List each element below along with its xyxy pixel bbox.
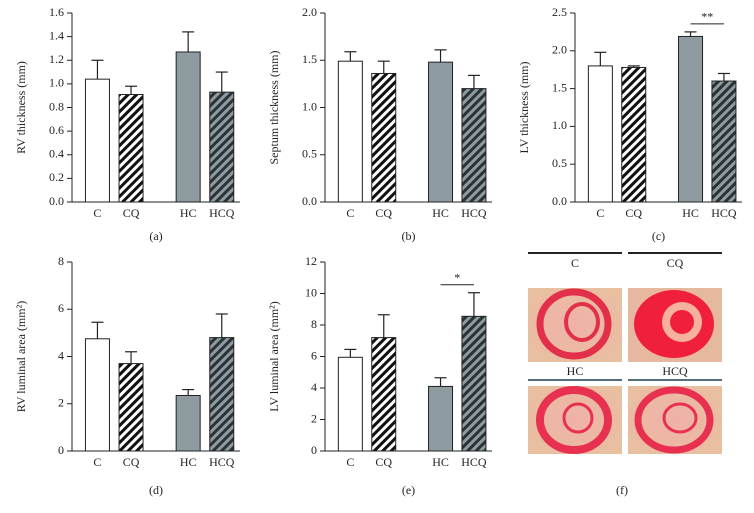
bar [711, 80, 737, 203]
x-tick-label: C [93, 455, 101, 469]
x-tick-label: CQ [123, 206, 140, 220]
x-tick-label: HC [180, 455, 197, 469]
y-tick-label: 1.2 [49, 52, 64, 66]
y-tick-label: 8 [58, 254, 64, 268]
y-axis-label: RV luminal area (mm²) [14, 301, 28, 412]
y-tick-label: 0.0 [49, 194, 64, 208]
y-axis-label: LV thickness (mm) [517, 61, 531, 153]
y-tick-label: 0 [311, 443, 317, 457]
image-panel: C CQ HC HCQ (f) [528, 252, 722, 497]
image-label: HCQ [662, 364, 688, 378]
y-tick-label: 0.6 [49, 123, 64, 137]
y-tick-label: 2.0 [552, 43, 567, 57]
bar [428, 385, 454, 452]
y-tick-label: 1.5 [302, 52, 317, 66]
panel-caption: (f) [616, 483, 628, 497]
y-tick-label: 1.5 [552, 80, 567, 94]
panel-caption: (d) [149, 483, 163, 497]
bar [587, 65, 613, 203]
x-tick-label: CQ [625, 206, 642, 220]
significance-label: ** [701, 10, 713, 24]
x-tick-label: HC [682, 206, 699, 220]
x-tick-label: CQ [375, 206, 392, 220]
bar [209, 91, 235, 203]
y-tick-label: 6 [311, 348, 317, 362]
y-tick-label: 12 [305, 254, 317, 268]
x-tick-label: HCQ [461, 206, 487, 220]
image-label: CQ [667, 256, 684, 270]
y-tick-label: 4 [311, 380, 317, 394]
bar [209, 337, 235, 452]
y-tick-label: 0.5 [552, 156, 567, 170]
significance-label: * [454, 270, 460, 284]
bar [371, 72, 397, 203]
image-label: C [571, 256, 579, 270]
y-tick-label: 1.6 [49, 5, 64, 19]
bar [461, 88, 487, 203]
x-tick-label: HC [180, 206, 197, 220]
x-tick-label: HC [432, 455, 449, 469]
y-tick-label: 0.8 [49, 99, 64, 113]
x-tick-label: C [93, 206, 101, 220]
panel-caption: (a) [149, 229, 162, 243]
y-tick-label: 10 [305, 285, 317, 299]
x-tick-label: HCQ [711, 206, 737, 220]
y-tick-label: 0.5 [302, 147, 317, 161]
bar [337, 356, 363, 452]
y-tick-label: 2 [58, 396, 64, 410]
x-tick-label: HCQ [209, 206, 235, 220]
y-tick-label: 2.0 [302, 5, 317, 19]
bar [175, 394, 201, 452]
tissue-image [528, 288, 622, 362]
y-tick-label: 8 [311, 317, 317, 331]
y-tick-label: 1.0 [552, 118, 567, 132]
bar [621, 66, 647, 203]
x-tick-label: C [346, 206, 354, 220]
y-tick-label: 4 [58, 348, 64, 362]
tissue-image [528, 386, 622, 454]
y-axis-label: RV thickness (mm) [14, 61, 28, 154]
y-tick-label: 2.5 [552, 5, 567, 19]
panel-caption: (e) [402, 483, 415, 497]
image-label: HC [567, 364, 584, 378]
y-tick-label: 0.2 [49, 170, 64, 184]
tissue-image [628, 288, 722, 362]
x-tick-label: HCQ [209, 455, 235, 469]
x-tick-label: CQ [123, 455, 140, 469]
bar [428, 61, 454, 203]
bar [84, 338, 110, 452]
bar [461, 315, 487, 452]
x-tick-label: HC [432, 206, 449, 220]
bar [371, 337, 397, 452]
y-tick-label: 0.4 [49, 147, 64, 161]
y-tick-label: 1.4 [49, 28, 64, 42]
y-axis-label: LV luminal area (mm²) [267, 301, 281, 412]
bar [678, 35, 704, 203]
y-tick-label: 1.0 [49, 76, 64, 90]
y-tick-label: 2 [311, 411, 317, 425]
y-tick-label: 6 [58, 301, 64, 315]
bar [118, 94, 144, 203]
y-tick-label: 0.0 [302, 194, 317, 208]
y-tick-label: 0 [58, 443, 64, 457]
y-tick-label: 0.0 [552, 194, 567, 208]
panel-caption: (b) [402, 229, 416, 243]
bar [337, 60, 363, 203]
bar [175, 51, 201, 203]
y-tick-label: 1.0 [302, 99, 317, 113]
y-axis-label: Septum thickness (mm) [267, 51, 281, 165]
x-tick-label: C [596, 206, 604, 220]
panel-caption: (c) [652, 229, 665, 243]
bar [118, 363, 144, 452]
x-tick-label: HCQ [461, 455, 487, 469]
x-tick-label: C [346, 455, 354, 469]
x-tick-label: CQ [375, 455, 392, 469]
tissue-image [628, 386, 722, 454]
bar [84, 78, 110, 203]
